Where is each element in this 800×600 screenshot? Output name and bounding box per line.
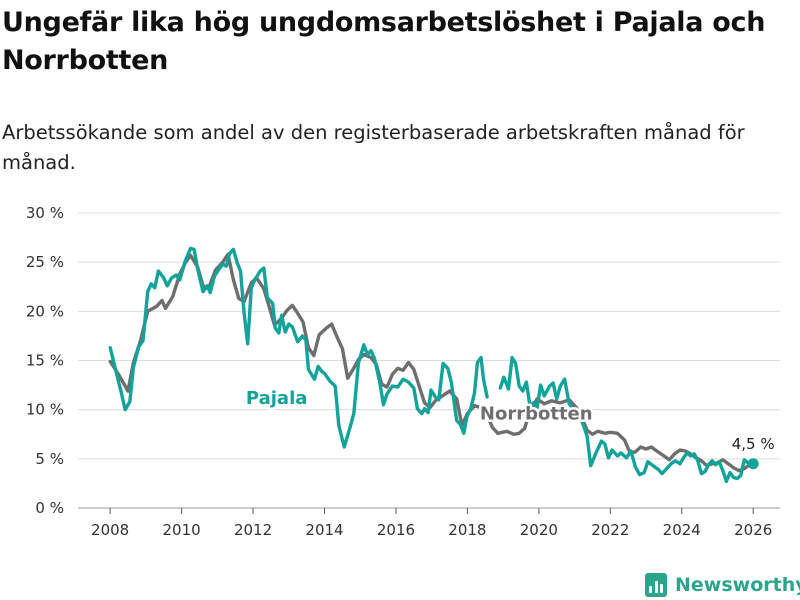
series-line-pajala-4 xyxy=(498,355,755,484)
chart-subtitle: Arbetssökande som andel av den registerb… xyxy=(2,121,745,174)
series-line-pajala-3 xyxy=(108,246,489,449)
x-tick-label: 2010 xyxy=(163,521,201,539)
x-tick-label: 2026 xyxy=(734,521,772,539)
x-tick-label: 2008 xyxy=(91,521,129,539)
x-tick-label: 2022 xyxy=(591,521,629,539)
y-grid xyxy=(78,212,780,509)
bar-chart-logo-icon xyxy=(645,573,667,597)
y-tick-label: 0 % xyxy=(35,499,64,517)
pajala-series-label: Pajala xyxy=(246,388,307,409)
series-lines xyxy=(108,246,759,484)
x-tick-label: 2024 xyxy=(663,521,701,539)
y-tick-label: 15 % xyxy=(26,352,64,370)
y-axis: 0 % 5 % 10 % 15 % 20 % 25 % 30 % xyxy=(26,204,64,517)
y-tick-label: 25 % xyxy=(26,253,64,271)
x-tick-label: 2020 xyxy=(520,521,558,539)
x-tick-label: 2014 xyxy=(305,521,343,539)
y-tick-label: 20 % xyxy=(26,302,64,320)
y-tick-label: 10 % xyxy=(26,401,64,419)
x-tick-label: 2018 xyxy=(448,521,486,539)
pajala-series-label-halo: Pajala xyxy=(246,388,307,409)
y-tick-label: 30 % xyxy=(26,204,64,222)
x-tick-label: 2012 xyxy=(234,521,272,539)
brand-name: Newsworthy xyxy=(675,574,800,596)
norrbotten-series-label: Norrbotten xyxy=(480,404,593,425)
end-point-marker xyxy=(747,458,759,470)
x-axis: 2008 2010 2012 2014 2016 2018 2020 2022 2024 2026 xyxy=(91,508,772,539)
x-tick-label: 2016 xyxy=(377,521,415,539)
norrbotten-series-label-halo: Norrbotten xyxy=(480,404,593,425)
newsworthy-logo: Newsworthy xyxy=(645,570,800,600)
chart-title: Ungefär lika hög ungdomsarbetslöshet i P… xyxy=(2,7,766,76)
series-line-norrbotten-2 xyxy=(496,426,527,436)
end-value-label: 4,5 % xyxy=(732,435,775,453)
y-tick-label: 5 % xyxy=(35,450,64,468)
